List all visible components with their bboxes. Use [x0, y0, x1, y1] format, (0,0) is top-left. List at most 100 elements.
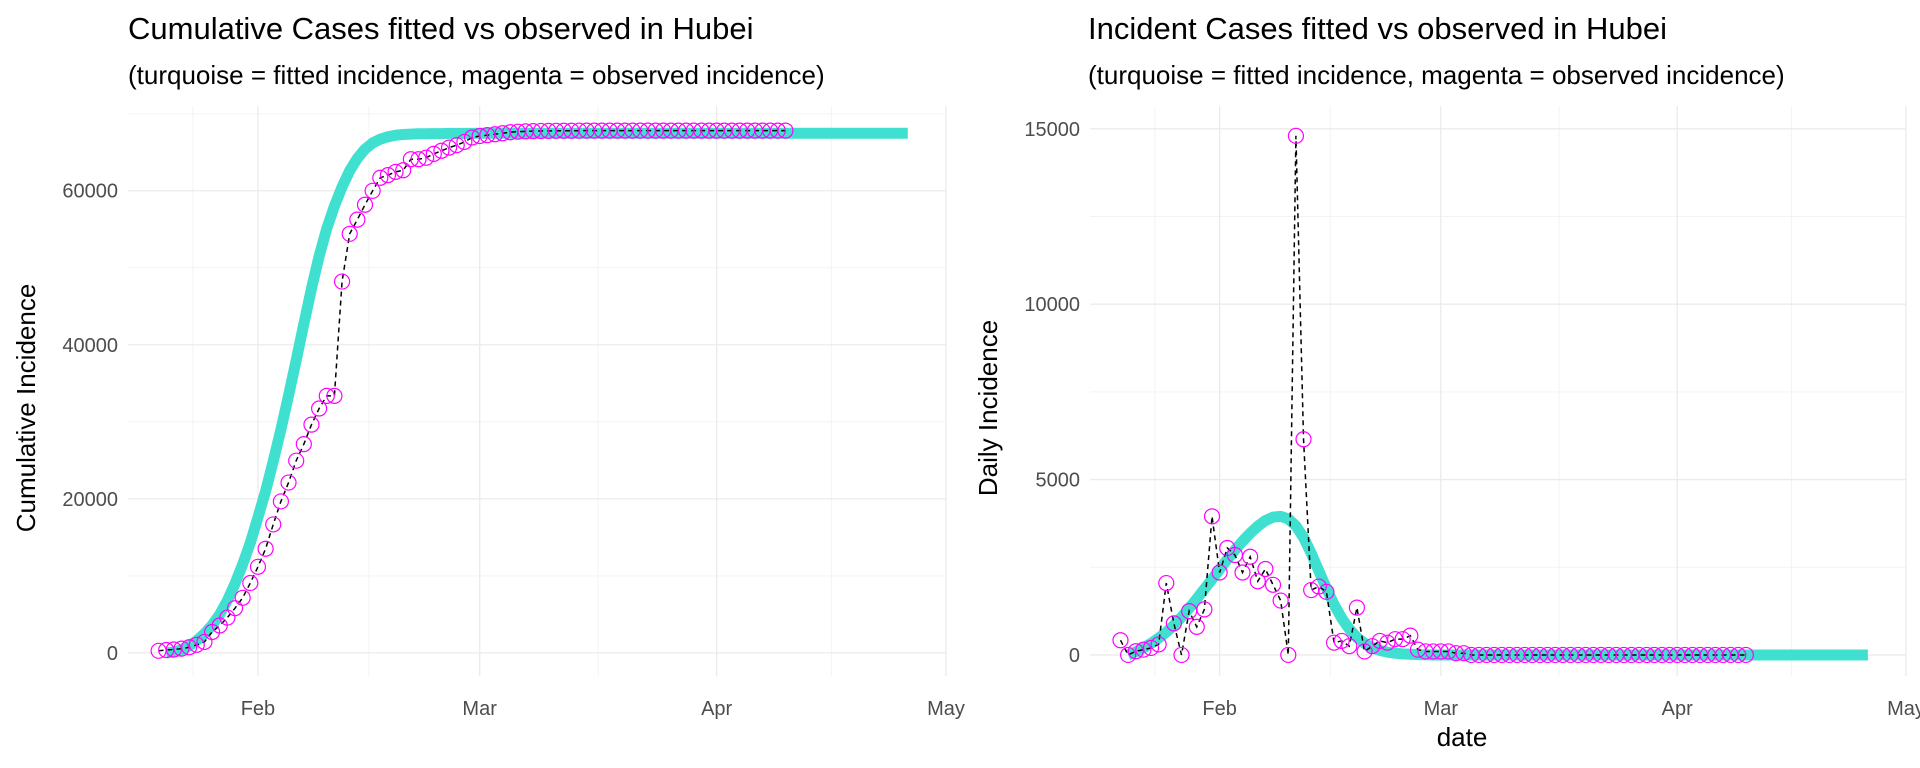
observed-point: [1142, 639, 1160, 657]
observed-point: [1196, 601, 1213, 618]
observed-point: [379, 166, 397, 184]
observed-point: [1242, 548, 1259, 565]
observed-point: [257, 540, 274, 557]
observed-point: [433, 142, 450, 159]
observed-point: [1158, 574, 1175, 592]
observed-point: [448, 137, 465, 154]
y-tick-label: 60000: [62, 181, 118, 203]
observed-point: [1257, 560, 1274, 578]
observed-connector-line: [158, 129, 786, 652]
right-plot-panel: Feb Mar Apr May 0 5000 10000 15000: [1024, 106, 1920, 720]
y-tick-label: 15000: [1024, 119, 1080, 141]
observed-point: [1280, 646, 1297, 664]
y-tick-label: 20000: [62, 489, 118, 511]
observed-point: [1249, 573, 1266, 590]
observed-point: [1318, 583, 1335, 600]
observed-point: [1730, 646, 1747, 664]
left-chart-title: Cumulative Cases fitted vs observed in H…: [128, 11, 753, 46]
x-tick-label: May: [1887, 698, 1920, 720]
observed-connector-line: [1119, 135, 1746, 656]
observed-point: [1173, 646, 1190, 664]
observed-point: [440, 139, 458, 156]
right-chart: Incident Cases fitted vs observed in Hub…: [973, 11, 1920, 752]
observed-point: [272, 493, 289, 510]
left-y-axis-label: Cumulative Incidence: [11, 284, 41, 533]
observed-point: [1188, 618, 1205, 635]
observed-point: [226, 600, 244, 617]
observed-point: [265, 516, 282, 533]
observed-point: [425, 145, 442, 162]
observed-point: [364, 182, 381, 199]
observed-point: [1165, 615, 1182, 632]
observed-point: [1341, 638, 1358, 655]
observed-point: [1150, 636, 1167, 653]
observed-point: [341, 225, 358, 242]
fitted-series-line: [165, 127, 908, 659]
observed-point: [1120, 646, 1137, 664]
observed-point: [395, 162, 412, 179]
x-tick-label: Feb: [1202, 698, 1236, 720]
observed-point: [1737, 646, 1754, 664]
observed-point: [234, 589, 251, 606]
observed-point: [463, 129, 481, 146]
x-tick-label: Apr: [1662, 698, 1693, 720]
observed-point: [1211, 564, 1228, 581]
observed-point: [769, 122, 786, 139]
observed-point: [1234, 564, 1251, 581]
observed-point: [1287, 127, 1305, 144]
observed-point: [1402, 627, 1419, 644]
observed-point: [1379, 634, 1396, 651]
observed-point: [372, 169, 389, 186]
observed-point: [303, 416, 320, 433]
observed-point: [1135, 641, 1152, 658]
y-tick-label: 0: [107, 643, 118, 665]
right-y-axis-label: Daily Incidence: [973, 320, 1003, 496]
observed-point: [1348, 599, 1366, 616]
observed-point: [173, 640, 190, 657]
observed-point: [311, 400, 328, 417]
left-plot-panel: Feb Mar Apr May 0 20000 40000 60000: [62, 106, 965, 720]
observed-point: [1394, 631, 1411, 648]
y-tick-label: 0: [1069, 645, 1080, 667]
x-tick-label: Feb: [241, 698, 275, 720]
observed-point: [280, 474, 297, 491]
observed-point: [1112, 632, 1129, 649]
x-tick-label: Mar: [462, 698, 497, 720]
observed-point: [1325, 634, 1343, 651]
observed-point: [326, 387, 343, 404]
left-chart-subtitle: (turquoise = fitted incidence, magenta =…: [128, 60, 825, 90]
x-tick-label: Apr: [701, 698, 732, 720]
observed-point: [1295, 431, 1312, 448]
observed-point: [1272, 592, 1289, 609]
observed-point: [1386, 631, 1404, 648]
observed-point: [188, 636, 205, 653]
observed-point: [1264, 576, 1282, 593]
observed-point: [387, 163, 404, 181]
y-tick-label: 40000: [62, 335, 118, 357]
observed-point: [242, 574, 259, 592]
observed-point: [1127, 643, 1144, 660]
observed-point: [295, 436, 312, 453]
fitted-series-line: [1126, 510, 1868, 661]
right-x-axis-label: date: [1437, 722, 1488, 752]
observed-point: [318, 387, 335, 404]
observed-point: [333, 273, 351, 290]
observed-point: [181, 639, 198, 656]
observed-point: [410, 151, 427, 168]
observed-point: [349, 211, 366, 228]
y-tick-label: 10000: [1024, 294, 1080, 316]
observed-point: [1203, 508, 1221, 525]
right-chart-subtitle: (turquoise = fitted incidence, magenta =…: [1088, 60, 1785, 90]
observed-point: [288, 452, 305, 469]
observed-point: [418, 149, 435, 166]
observed-point: [249, 558, 267, 575]
observed-point: [777, 122, 794, 139]
observed-point: [456, 133, 473, 151]
x-tick-label: May: [927, 698, 965, 720]
x-tick-label: Mar: [1424, 698, 1459, 720]
right-chart-title: Incident Cases fitted vs observed in Hub…: [1088, 11, 1667, 46]
left-chart: Cumulative Cases fitted vs observed in H…: [11, 11, 965, 720]
observed-point: [356, 196, 374, 213]
y-tick-label: 5000: [1036, 470, 1081, 492]
